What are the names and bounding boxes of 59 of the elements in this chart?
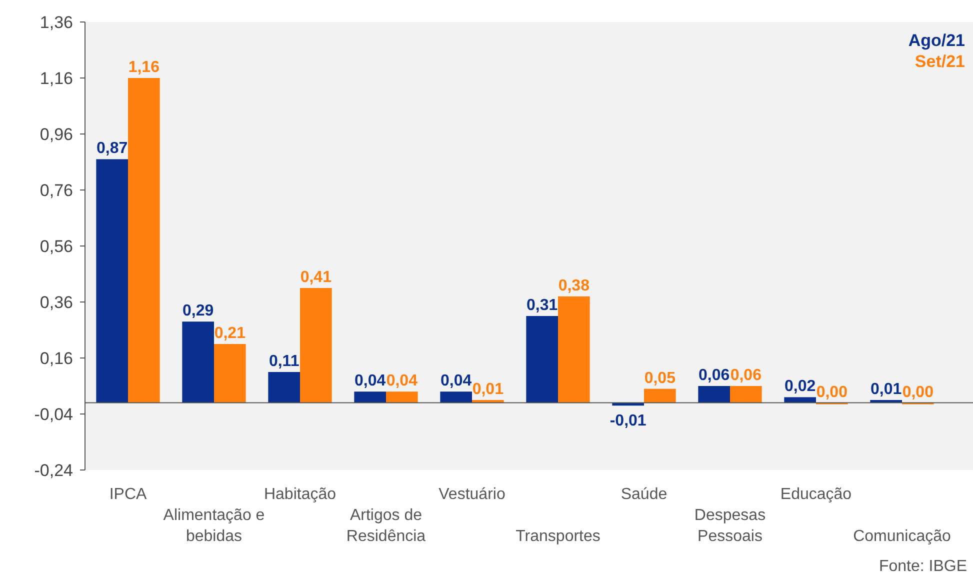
x-tick-label: Educação: [780, 486, 852, 503]
x-tick-label: Habitação: [264, 486, 336, 503]
bar: [182, 322, 214, 403]
x-tick-label: Saúde: [620, 486, 668, 503]
data-label: 0,06: [730, 367, 762, 384]
y-tick-label: 1,36: [40, 12, 73, 32]
data-label: 0,01: [472, 381, 504, 398]
x-tick-label: Transportes: [516, 528, 600, 545]
y-tick-label: 0,16: [40, 348, 73, 368]
bar: [870, 400, 902, 403]
data-label: 0,38: [558, 277, 590, 294]
data-label: -0,01: [610, 412, 646, 430]
y-tick-label: 0,96: [40, 124, 73, 144]
x-tick-label: Despesas Pessoais: [694, 507, 766, 545]
data-label: 0,01: [870, 381, 902, 398]
bar: [698, 386, 730, 403]
bar: [558, 296, 590, 403]
x-tick-label: Comunicação: [853, 528, 952, 545]
bar: [440, 392, 472, 403]
y-tick-label: 0,56: [40, 236, 73, 256]
data-label: 0,21: [214, 325, 246, 342]
data-label: 0,02: [784, 378, 816, 396]
data-label: 0,06: [698, 367, 730, 384]
bar: [354, 392, 386, 403]
text: Ago/21: [908, 31, 965, 50]
bar: [96, 159, 128, 403]
bar: [644, 388, 676, 403]
bar: [128, 78, 160, 403]
y-tick-label: 1,16: [40, 68, 73, 88]
data-label: 0,31: [526, 297, 558, 314]
source-note: Fonte: IBGE: [878, 558, 967, 575]
bar: [784, 397, 816, 403]
data-label: 0,87: [96, 140, 128, 158]
bar: [526, 316, 558, 403]
bar: [268, 372, 300, 403]
x-tick-label: Artigos de Residência: [346, 507, 426, 545]
y-tick-label: 0,36: [40, 292, 73, 312]
data-label: 0,00: [902, 384, 934, 401]
data-label: 0,41: [300, 269, 332, 286]
x-tick-label: Vestuário: [438, 486, 506, 503]
bar: [730, 386, 762, 403]
data-label: 0,05: [644, 370, 676, 387]
data-label: 0,04: [440, 372, 472, 390]
text: Set/21: [914, 52, 965, 71]
data-label: 0,04: [386, 372, 418, 390]
y-tick-label: 0,76: [40, 180, 73, 200]
x-tick-label: Alimentação e bebidas: [163, 507, 265, 545]
data-label: 0,29: [182, 302, 214, 320]
data-label: 0,11: [268, 353, 300, 370]
data-label: 0,00: [816, 384, 848, 401]
y-tick-label: -0,04: [34, 404, 73, 424]
bar: [214, 344, 246, 403]
data-label: 0,04: [354, 372, 386, 390]
x-tick-label: IPCA: [109, 486, 147, 503]
bar: [300, 288, 332, 403]
bar: [386, 392, 418, 403]
y-tick-label: -0,24: [34, 460, 73, 480]
bar: [472, 400, 504, 403]
data-label: 1,16: [128, 59, 160, 76]
